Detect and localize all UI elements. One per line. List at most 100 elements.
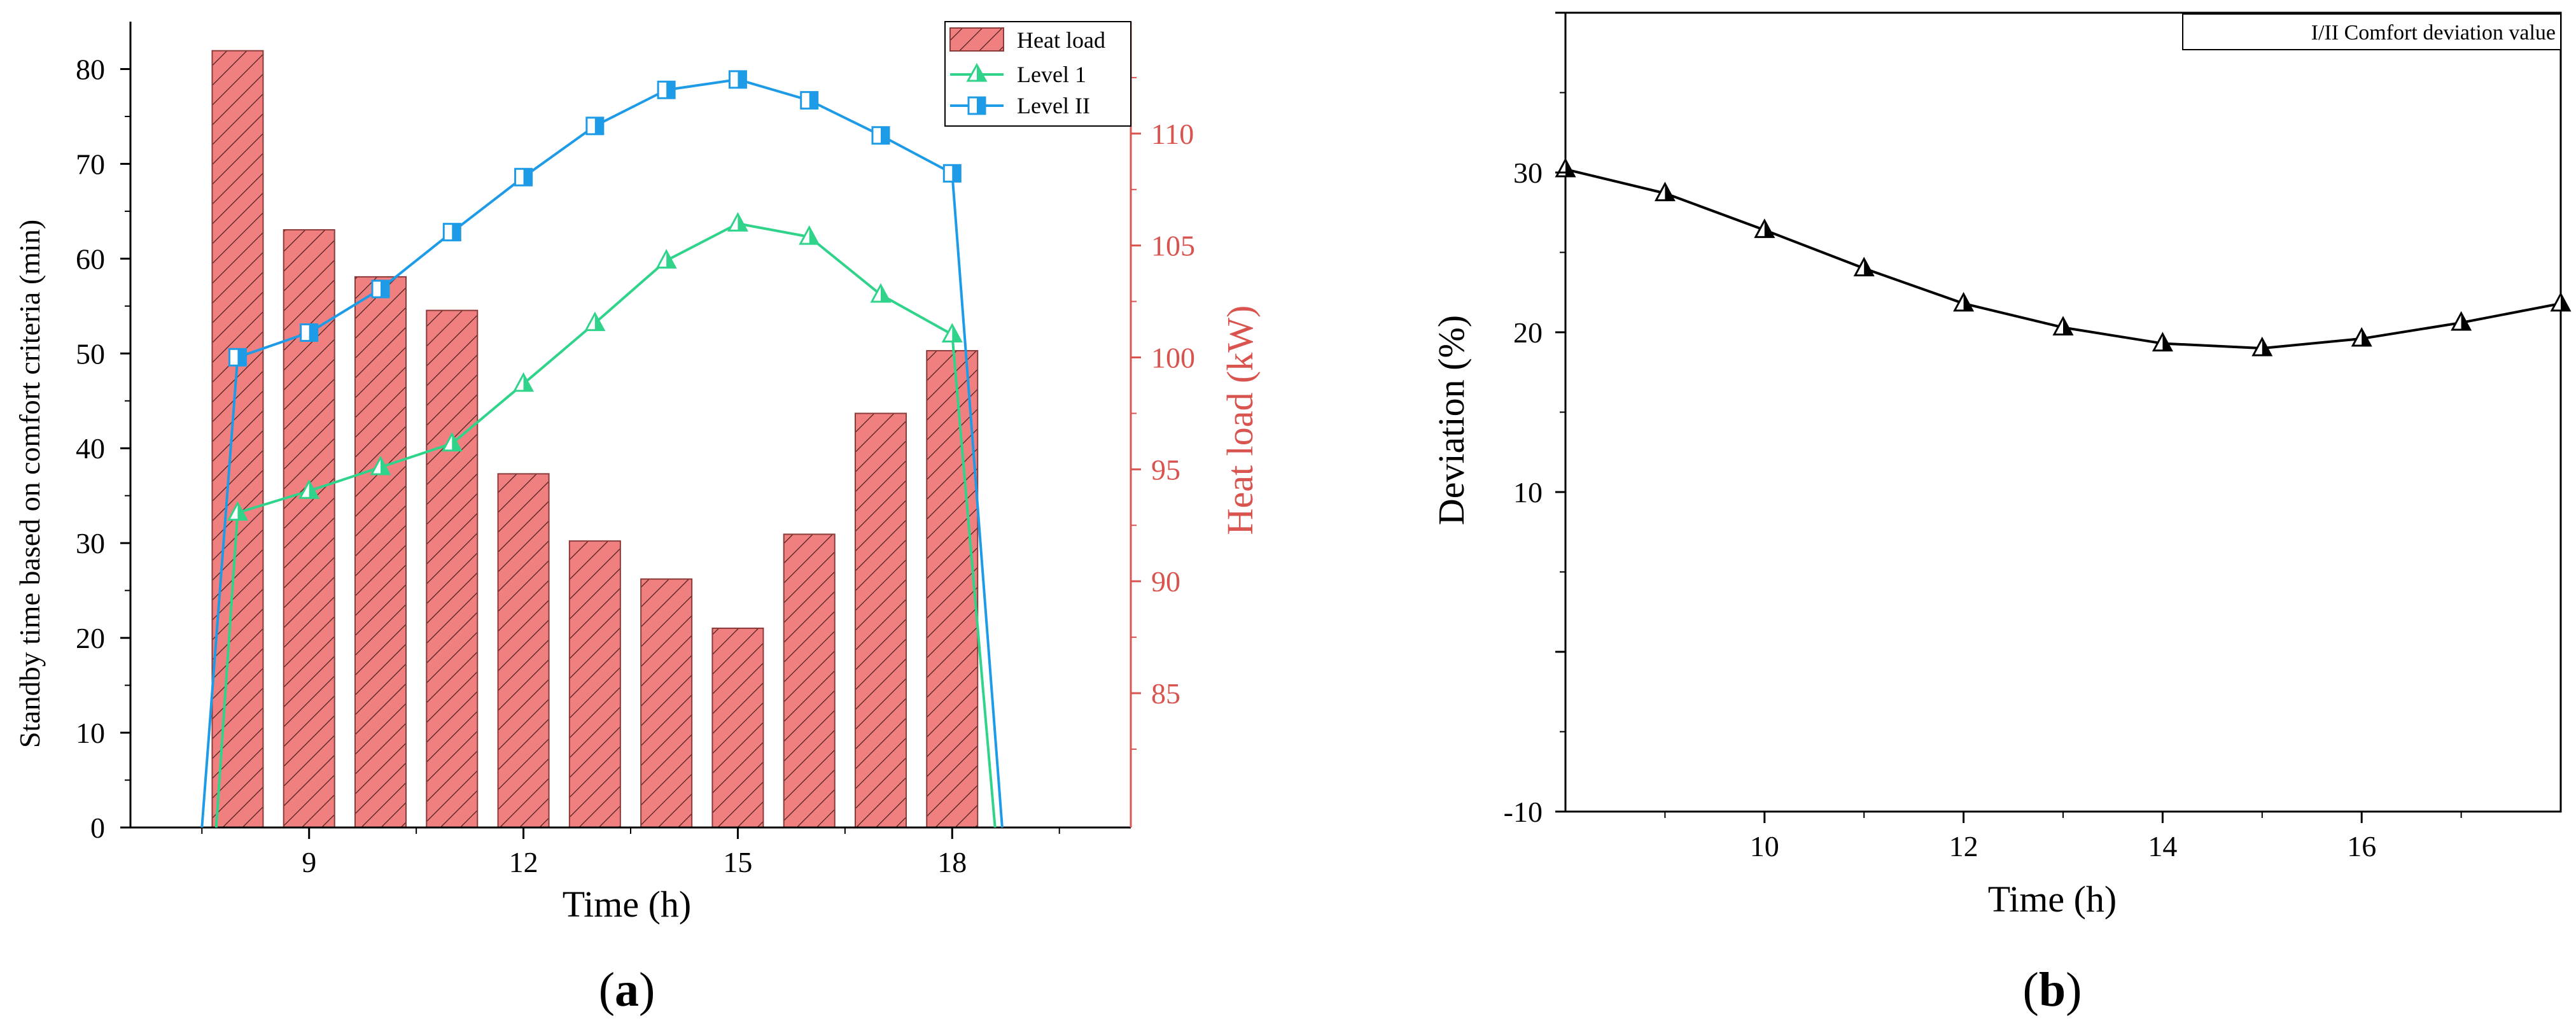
- y-tick-label-a: 70: [76, 148, 105, 180]
- y2-tick-label-a: 90: [1151, 565, 1180, 598]
- chart-panel-b: -10 10 20 30 10 12 14 16 Time (h) Deviation (%…: [1431, 11, 2572, 1017]
- y-tick-label-b: 30: [1513, 157, 1543, 189]
- y-axis-label-b: Deviation (%): [1431, 315, 1472, 525]
- level-1-point-fill: [523, 374, 533, 391]
- chart-panel-a: 0 10 20 30 40 50 60 70 80 85 90 95 100 105 110 9 12 15 1…: [13, 21, 1261, 1017]
- y2-tick-label-a: 110: [1151, 118, 1194, 150]
- axes-frame-b: [1564, 11, 2562, 813]
- y-tick-label-b: -10: [1504, 796, 1543, 828]
- y-tick-label-b: 10: [1513, 476, 1543, 509]
- level-1-point-fill: [738, 214, 747, 231]
- y-tick-label-a: 80: [76, 53, 105, 85]
- legend-swatch-heat-load: [949, 27, 1004, 52]
- panel-label-a: (a): [599, 963, 655, 1017]
- y-axis-ticks-a: 0 10 20 30 40 50 60 70 80: [76, 53, 130, 844]
- axes-frame-a: [129, 22, 1132, 829]
- y-tick-label-a: 60: [76, 243, 105, 275]
- legend-label-level-1: Level 1: [1017, 62, 1086, 87]
- heat-load-bar: [426, 309, 479, 828]
- x-axis-label-b: Time (h): [1988, 878, 2117, 920]
- x-tick-label-a: 15: [723, 846, 752, 878]
- y-tick-label-b: 20: [1513, 316, 1543, 349]
- x-axis-label-a: Time (h): [563, 884, 692, 925]
- legend-label-heat-load: Heat load: [1017, 27, 1105, 53]
- level-1-point-fill: [881, 285, 890, 302]
- level-1-point-fill: [237, 503, 247, 520]
- panel-label-b: (b): [2023, 963, 2082, 1017]
- y2-tick-label-a: 95: [1151, 453, 1180, 486]
- y-axis-ticks-b: -10 10 20 30: [1504, 11, 1565, 828]
- deviation-point-fill: [2162, 334, 2172, 351]
- x-tick-label-a: 12: [509, 846, 538, 878]
- y-tick-label-a: 10: [76, 717, 105, 749]
- level-1-point-fill: [809, 227, 818, 244]
- deviation-point-fill: [1764, 220, 1774, 237]
- level-2-point-fill: [809, 92, 818, 109]
- y-tick-label-a: 50: [76, 337, 105, 370]
- y2-axis-label-a: Heat load (kW): [1219, 306, 1261, 535]
- plot-frame-b: [1564, 11, 2562, 813]
- deviation-point-fill: [2461, 313, 2470, 330]
- y2-tick-label-a: 100: [1151, 342, 1195, 374]
- x-tick-label-a: 18: [937, 846, 967, 878]
- level-2-point-fill: [594, 117, 603, 134]
- deviation-series: [1555, 157, 2572, 356]
- y-tick-label-a: 0: [90, 812, 105, 844]
- legend-box-b: [2182, 13, 2561, 50]
- legend-a: Heat load Level 1 Level II: [944, 21, 1131, 127]
- x-tick-label-b: 14: [2148, 830, 2177, 863]
- x-tick-label-b: 12: [1949, 830, 1978, 863]
- deviation-point-fill: [1665, 183, 1674, 201]
- heat-load-bar: [568, 540, 621, 828]
- heat-load-bar: [354, 276, 407, 828]
- heat-load-bar: [711, 628, 764, 828]
- heat-load-bar: [640, 578, 693, 829]
- level-2-point-fill: [738, 71, 746, 88]
- level-2-point-fill: [309, 324, 318, 341]
- x-tick-label-b: 16: [2347, 830, 2376, 863]
- deviation-point-fill: [1963, 293, 1973, 311]
- level-1-point-fill: [666, 251, 676, 268]
- heat-load-bar: [855, 412, 907, 828]
- y-axis-label-a: Standby time based on comfort criteria (…: [13, 220, 46, 748]
- x-tick-label-a: 9: [302, 846, 316, 878]
- legend-marker-level-1-fill: [977, 65, 986, 81]
- y-tick-label-a: 40: [76, 432, 105, 465]
- level-2-point-fill: [881, 127, 889, 144]
- heat-load-bar: [497, 473, 550, 828]
- legend-label-level-2: Level II: [1017, 93, 1090, 118]
- deviation-point-fill: [1565, 159, 1574, 176]
- heat-load-bar: [926, 349, 979, 828]
- heat-load-bar: [783, 533, 836, 828]
- y-tick-label-a: 20: [76, 622, 105, 654]
- heat-load-bar: [283, 229, 335, 828]
- level-1-point-fill: [309, 481, 318, 498]
- x-axis-ticks-a: 9 12 15 18: [201, 827, 1060, 878]
- level-2-point-fill: [666, 81, 675, 99]
- level-1-point-fill: [381, 458, 389, 475]
- heat-load-bars: [211, 50, 979, 829]
- heat-load-bar: [211, 50, 264, 828]
- deviation-point-fill: [2262, 339, 2271, 356]
- legend-marker-level-2-fill: [977, 97, 985, 114]
- standby-time-series: [200, 70, 1004, 828]
- level-1-point-fill: [952, 325, 962, 342]
- level-2-point-fill: [523, 169, 532, 186]
- y-tick-label-a: 30: [76, 527, 105, 560]
- level-2-point-fill: [381, 281, 389, 298]
- y2-axis-ticks-a: 85 90 95 100 105 110: [1131, 76, 1195, 750]
- x-tick-label-b: 10: [1750, 830, 1779, 863]
- legend-label-deviation: I/II Comfort deviation value: [2311, 21, 2556, 45]
- legend-b: I/II Comfort deviation value: [2182, 13, 2561, 50]
- deviation-point-fill: [2561, 293, 2570, 311]
- deviation-point-fill: [2362, 329, 2371, 346]
- y2-tick-label-a: 85: [1151, 677, 1180, 710]
- level-2-point-fill: [237, 349, 246, 366]
- level-2-point-fill: [952, 165, 961, 182]
- level-1-point-fill: [594, 313, 604, 330]
- y2-tick-label-a: 105: [1151, 230, 1195, 262]
- level-1-point-fill: [452, 433, 461, 451]
- x-axis-ticks-b: 10 12 14 16: [1664, 812, 2462, 863]
- deviation-point-fill: [2063, 318, 2072, 335]
